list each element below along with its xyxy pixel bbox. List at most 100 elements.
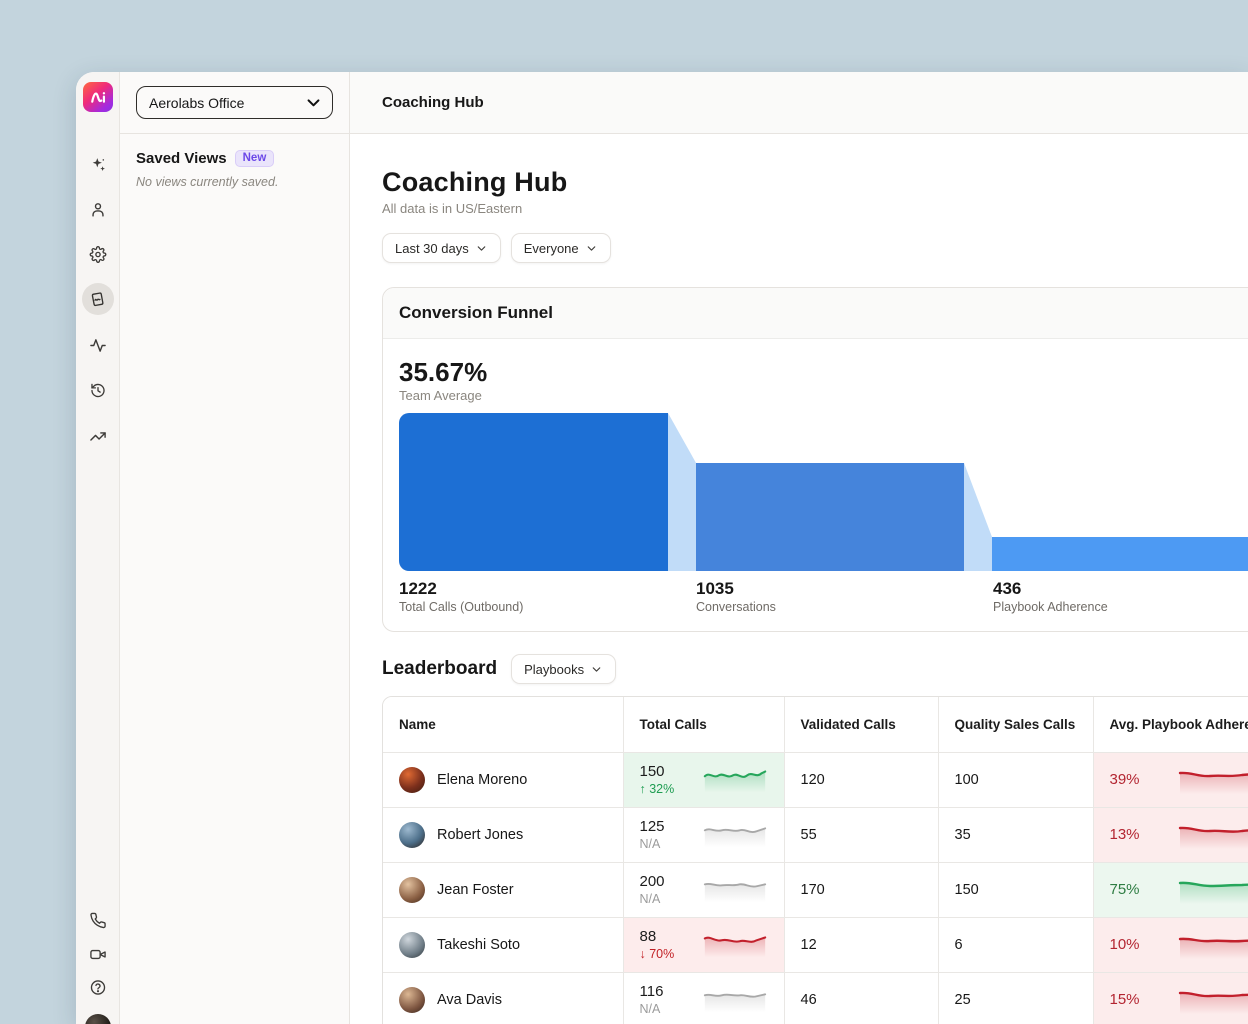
date-range-filter[interactable]: Last 30 days <box>382 233 501 263</box>
leaderboard-metric-filter[interactable]: Playbooks <box>511 654 617 684</box>
leaderboard-table: Name Total Calls Validated Calls Quality… <box>382 696 1248 1024</box>
total-calls-delta: N/A <box>639 891 661 906</box>
funnel-stage-1-caption: Total Calls (Outbound) <box>399 600 524 614</box>
avatar <box>399 876 425 903</box>
icon-rail <box>76 72 120 1024</box>
saved-views-title: Saved Views <box>136 150 227 167</box>
sparkline-down <box>703 935 766 957</box>
table-header-row: Name Total Calls Validated Calls Quality… <box>383 697 1248 753</box>
quality-sales-calls-value: 35 <box>938 807 1094 863</box>
filter-row: Last 30 days Everyone <box>382 233 1248 263</box>
total-calls-value: 150 <box>639 762 665 780</box>
validated-calls-value: 170 <box>784 862 939 918</box>
avatar <box>399 821 425 848</box>
phone-icon[interactable] <box>89 912 106 929</box>
sparkline-up <box>703 769 766 792</box>
funnel-stage-1-label: 1222 Total Calls (Outbound) <box>399 579 523 615</box>
table-row[interactable]: Elena Moreno 150 ↑ 32% 120 100 39% <box>383 752 1248 808</box>
page-subtitle: All data is in US/Eastern <box>382 201 523 216</box>
total-calls-delta: N/A <box>639 836 661 851</box>
quality-sales-calls-value: 25 <box>938 972 1094 1024</box>
quality-sales-calls-value: 150 <box>938 862 1094 918</box>
user-icon[interactable] <box>89 201 106 218</box>
col-header-total-calls[interactable]: Total Calls <box>623 697 785 753</box>
main-area: Coaching Hub Coaching Hub All data is in… <box>350 72 1248 1024</box>
col-header-avg-playbook-adherence[interactable]: Avg. Playbook Adherence <box>1093 697 1248 753</box>
team-filter-label: Everyone <box>523 240 579 256</box>
total-calls-delta: N/A <box>639 1001 661 1016</box>
col-header-name[interactable]: Name <box>383 697 624 753</box>
app-window: Aerolabs Office Saved Views New No views… <box>76 72 1248 1024</box>
history-icon[interactable] <box>89 382 106 399</box>
date-range-label: Last 30 days <box>395 240 469 256</box>
funnel-stage-3-caption: Playbook Adherence <box>993 600 1108 614</box>
team-filter[interactable]: Everyone <box>510 233 611 263</box>
sparkles-icon[interactable] <box>89 156 106 173</box>
rep-name: Ava Davis <box>437 991 503 1008</box>
validated-calls-value: 55 <box>784 807 939 863</box>
funnel-stage-2-value: 1035 <box>696 579 734 598</box>
avatar <box>399 986 425 1013</box>
trending-up-icon[interactable] <box>89 428 106 445</box>
avatar <box>399 766 425 793</box>
sparkline-flat <box>703 882 766 902</box>
col-header-validated-calls[interactable]: Validated Calls <box>784 697 939 753</box>
workspace-selector-area: Aerolabs Office <box>120 72 349 134</box>
rep-name: Jean Foster <box>437 881 514 898</box>
adherence-value: 39% <box>1109 771 1140 788</box>
coaching-hub-icon-active[interactable] <box>81 283 114 315</box>
saved-views-empty-text: No views currently saved. <box>136 175 279 189</box>
funnel-stage-1-bar[interactable] <box>399 413 668 571</box>
leaderboard-filter-label: Playbooks <box>524 661 585 677</box>
funnel-chart <box>399 413 1248 571</box>
table-row[interactable]: Jean Foster 200 N/A 170 150 75% <box>383 862 1248 918</box>
total-calls-value: 88 <box>639 927 657 945</box>
quality-sales-calls-value: 100 <box>938 752 1094 808</box>
sparkline-flat <box>703 992 766 1012</box>
app-logo[interactable] <box>83 82 113 112</box>
video-icon[interactable] <box>89 946 106 963</box>
ai-logo-icon <box>91 92 106 103</box>
table-row[interactable]: Takeshi Soto 88 ↓ 70% 12 6 10% <box>383 917 1248 973</box>
user-avatar[interactable] <box>85 1014 111 1024</box>
validated-calls-value: 46 <box>784 972 939 1024</box>
workspace-selector[interactable]: Aerolabs Office <box>136 86 333 119</box>
funnel-labels: 1222 Total Calls (Outbound) 1035 Convers… <box>399 579 1248 617</box>
total-calls-value: 125 <box>639 817 665 835</box>
activity-icon[interactable] <box>89 337 106 354</box>
chevron-down-icon <box>307 99 320 107</box>
rep-name: Robert Jones <box>437 826 524 843</box>
sparkline-flat <box>703 826 766 847</box>
leaderboard-title: Leaderboard <box>382 658 498 679</box>
funnel-stage-3-bar[interactable] <box>992 537 1248 571</box>
funnel-stage-1-value: 1222 <box>399 579 437 598</box>
funnel-connector-2 <box>964 462 992 571</box>
table-row[interactable]: Ava Davis 116 N/A 46 25 15% <box>383 972 1248 1024</box>
settings-icon[interactable] <box>89 246 106 263</box>
chevron-down-icon <box>587 245 595 251</box>
help-icon[interactable] <box>89 979 106 996</box>
total-calls-value: 116 <box>639 982 664 1000</box>
page-title: Coaching Hub <box>382 167 568 197</box>
adherence-value: 13% <box>1109 826 1140 843</box>
funnel-stage-2-caption: Conversations <box>696 600 776 614</box>
funnel-stage-3-label: 436 Playbook Adherence <box>993 579 1108 615</box>
new-badge: New <box>234 150 275 167</box>
chevron-down-icon <box>592 666 601 672</box>
team-average-label: Team Average <box>399 388 482 403</box>
funnel-connector-1 <box>668 413 696 571</box>
top-bar: Coaching Hub <box>350 72 1248 134</box>
col-header-quality-sales-calls[interactable]: Quality Sales Calls <box>938 697 1094 753</box>
funnel-stage-2-bar[interactable] <box>696 463 964 571</box>
page-content: Coaching Hub All data is in US/Eastern L… <box>350 134 1248 1024</box>
chevron-down-icon <box>477 245 486 251</box>
avatar <box>399 931 425 958</box>
validated-calls-value: 120 <box>784 752 939 808</box>
table-row[interactable]: Robert Jones 125 N/A 55 35 13% <box>383 807 1248 863</box>
sparkline-down <box>1178 771 1248 794</box>
workspace-name: Aerolabs Office <box>149 94 245 111</box>
sparkline-down <box>1178 991 1248 1014</box>
rep-name: Elena Moreno <box>437 771 528 788</box>
topbar-title: Coaching Hub <box>382 94 484 111</box>
team-average-value: 35.67% <box>399 357 488 387</box>
